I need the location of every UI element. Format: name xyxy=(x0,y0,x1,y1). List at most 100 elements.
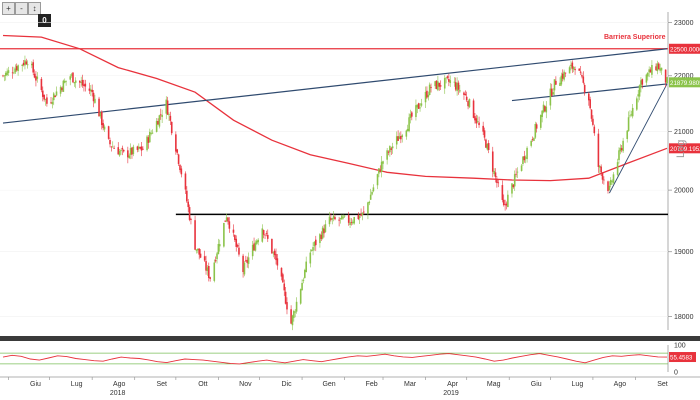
candle-body xyxy=(426,90,428,98)
candle-body xyxy=(386,150,388,160)
candle-body xyxy=(343,215,346,217)
candle-body xyxy=(476,121,479,123)
x-month-label: Mar xyxy=(404,381,417,388)
candle-body xyxy=(235,238,238,247)
candle-body xyxy=(620,148,623,151)
candle-body xyxy=(656,63,659,72)
candle-body xyxy=(438,82,441,87)
candle-body xyxy=(328,216,331,225)
candle-body xyxy=(157,120,159,125)
candle-body xyxy=(367,202,369,214)
price-tag-label: 21879.9805 xyxy=(670,80,700,87)
candle-body xyxy=(147,137,150,143)
panel-separator[interactable] xyxy=(0,336,700,341)
candle-body xyxy=(371,191,373,195)
candle-body xyxy=(216,253,218,260)
candle-body xyxy=(225,217,228,222)
candle-body xyxy=(61,87,63,91)
candle-body xyxy=(360,214,362,216)
candle-body xyxy=(583,84,586,93)
candle-body xyxy=(43,94,45,100)
candle-body xyxy=(113,148,115,149)
candle-body xyxy=(415,105,417,118)
candle-body xyxy=(92,92,95,102)
candle-body xyxy=(261,228,264,242)
candle-body xyxy=(254,242,257,251)
candle-body xyxy=(357,214,360,220)
candle-body xyxy=(572,66,575,70)
candle-body xyxy=(363,211,365,213)
candle-body xyxy=(304,270,306,278)
candle-body xyxy=(570,64,572,67)
x-month-label: Nov xyxy=(239,381,252,388)
candle-body xyxy=(600,166,602,173)
candle-body xyxy=(640,80,642,88)
candle-body xyxy=(236,245,239,247)
candle-body xyxy=(531,139,534,140)
grid-layer xyxy=(0,22,668,317)
candle-body xyxy=(619,147,622,152)
candle-body xyxy=(505,203,508,206)
candle-body xyxy=(428,84,431,95)
rsi-tick-label: 100 xyxy=(674,343,686,350)
candle-body xyxy=(266,234,269,239)
candle-body xyxy=(427,94,430,98)
candle-body xyxy=(417,103,420,109)
candle-body xyxy=(283,283,286,291)
candle-body xyxy=(544,106,546,112)
candle-body xyxy=(401,135,404,138)
candle-body xyxy=(501,185,504,200)
candle-body xyxy=(103,126,106,130)
candle-body xyxy=(242,255,244,273)
candle-body xyxy=(453,81,456,83)
candle-body xyxy=(550,88,553,96)
candle-body xyxy=(129,148,132,155)
candle-body xyxy=(294,311,297,313)
candle-body xyxy=(175,134,177,152)
candle-body xyxy=(52,93,55,101)
candle-body xyxy=(81,79,84,86)
candle-body xyxy=(63,80,66,83)
zoom-out-button[interactable]: - xyxy=(15,2,28,15)
candle-body xyxy=(592,118,594,125)
candle-body xyxy=(84,83,87,87)
zoom-in-button[interactable]: + xyxy=(2,2,15,15)
candle-body xyxy=(161,114,163,118)
candle-body xyxy=(207,266,210,278)
candle-body xyxy=(151,132,154,134)
candle-body xyxy=(609,179,612,186)
candle-body xyxy=(36,76,39,79)
x-month-label: Apr xyxy=(447,381,459,388)
candle-body xyxy=(574,69,576,71)
rising-trendline xyxy=(2,48,668,124)
candle-body xyxy=(94,98,96,103)
x-tick-labels: Giu Lug Ago Set Ott Nov Dic Gen Feb Mar Apr Mag Giu L… xyxy=(8,377,668,397)
candle-body xyxy=(448,79,450,82)
candle-body xyxy=(107,126,110,139)
candle-body xyxy=(13,72,15,74)
candle-body xyxy=(331,218,334,220)
candle-body xyxy=(332,215,335,219)
candle-body xyxy=(456,82,458,92)
candle-body xyxy=(272,252,275,254)
zoom-reset-button[interactable]: ↕ xyxy=(28,2,41,15)
candle-body xyxy=(368,201,371,204)
candle-body xyxy=(17,65,19,72)
candle-body xyxy=(102,123,104,128)
candle-body xyxy=(234,235,236,241)
moving-average-layer xyxy=(2,34,668,182)
candle-body xyxy=(457,82,460,90)
candle-body xyxy=(467,100,469,107)
candle-body xyxy=(516,171,519,173)
candle-body xyxy=(80,82,82,84)
candle-body xyxy=(321,227,324,239)
candle-body xyxy=(72,72,74,83)
candle-body xyxy=(276,258,279,266)
candle-body xyxy=(228,221,231,229)
candle-body xyxy=(70,74,73,76)
candle-body xyxy=(148,131,151,143)
candle-body xyxy=(168,114,170,116)
candle-body xyxy=(612,174,615,183)
candle-body xyxy=(323,228,325,234)
